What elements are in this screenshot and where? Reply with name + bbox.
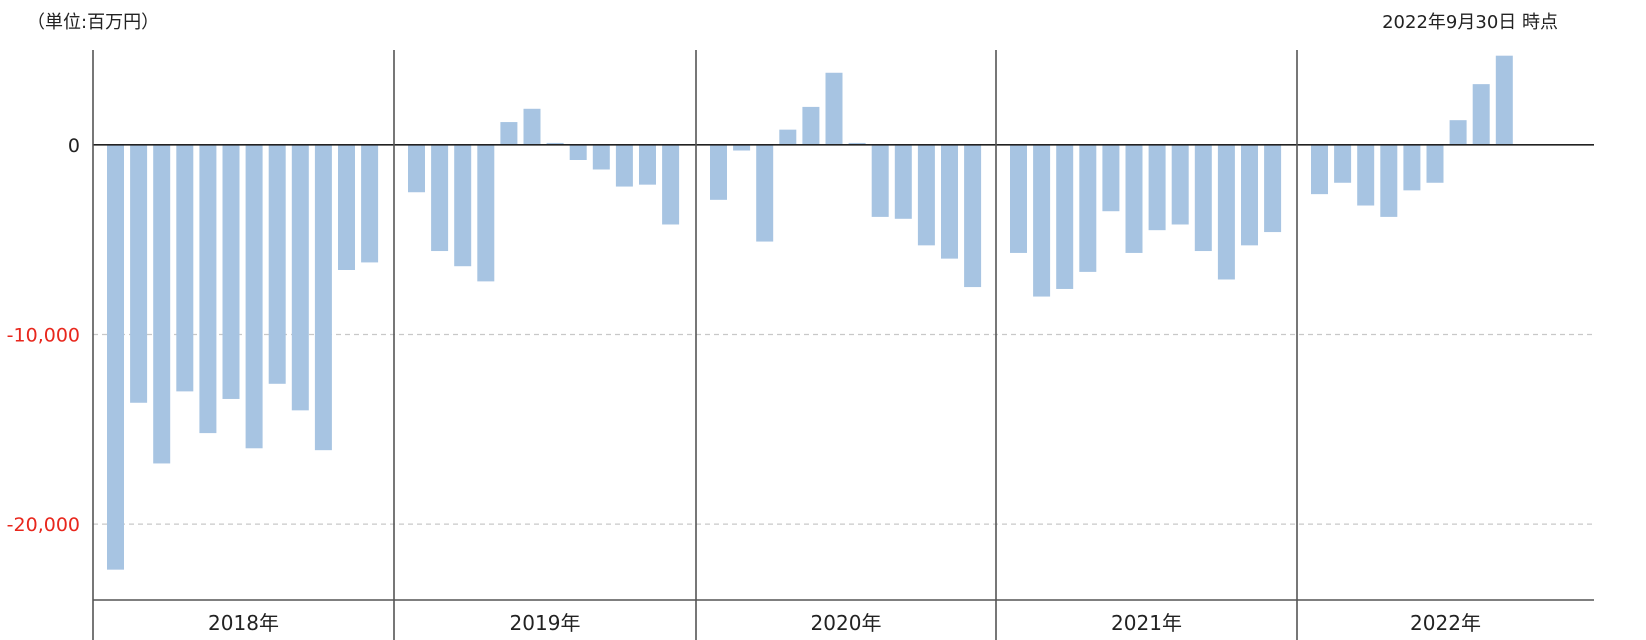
bar — [1171, 144, 1189, 225]
bar — [639, 144, 656, 185]
bar — [662, 144, 680, 225]
bar — [1241, 144, 1258, 246]
tick-labels: 0 -10,000 -20,000 2018年 2019年 2020年 2021年 2022年 — [7, 135, 1481, 635]
bar — [314, 144, 332, 451]
x-tick-label: 2022年 — [1410, 611, 1481, 635]
y-tick-label: 0 — [68, 135, 80, 157]
bar — [1056, 144, 1074, 289]
bar — [848, 142, 866, 145]
y-tick-label: -10,000 — [7, 324, 80, 346]
x-tick-label: 2018年 — [208, 611, 279, 635]
bar — [569, 144, 587, 160]
bar — [1217, 144, 1235, 280]
bar — [733, 144, 751, 151]
bar — [710, 144, 727, 200]
bar — [1148, 144, 1166, 231]
bar — [523, 108, 541, 145]
bar — [1010, 144, 1027, 253]
bar — [1194, 144, 1212, 252]
bar — [546, 142, 564, 145]
bar — [454, 144, 472, 267]
unit-label: （単位:百万円） — [27, 12, 160, 33]
bar — [1264, 144, 1282, 233]
bar — [779, 129, 797, 145]
bar — [130, 144, 148, 403]
bar — [592, 144, 610, 170]
bar — [1449, 120, 1467, 145]
bar — [222, 144, 240, 399]
bar — [917, 144, 935, 246]
bar — [802, 106, 820, 145]
x-tick-label: 2020年 — [811, 611, 882, 635]
bar — [871, 144, 889, 217]
bar — [964, 144, 982, 288]
bar — [338, 144, 355, 270]
bar — [1079, 144, 1097, 272]
x-tick-label: 2021年 — [1111, 611, 1182, 635]
bar — [615, 144, 633, 187]
bar — [1357, 144, 1375, 206]
bar — [1472, 84, 1490, 145]
bars — [107, 55, 1513, 570]
bar — [1403, 144, 1421, 191]
bar — [1334, 144, 1352, 183]
bar — [477, 144, 495, 282]
grid-lines — [93, 333, 1594, 525]
bar — [268, 144, 286, 384]
bar — [941, 144, 958, 259]
bar — [894, 144, 912, 219]
bar — [1033, 144, 1051, 297]
bar — [199, 144, 217, 434]
y-tick-label: -20,000 — [7, 514, 80, 536]
x-tick-label: 2019年 — [510, 611, 581, 635]
bar — [176, 144, 194, 392]
bar — [361, 144, 379, 263]
bar — [756, 144, 774, 242]
bar — [245, 144, 263, 449]
bar — [408, 144, 425, 193]
bar — [500, 122, 518, 145]
axes — [92, 50, 1594, 640]
bar — [1311, 144, 1328, 195]
bar — [1102, 144, 1120, 212]
bar — [291, 144, 309, 411]
bar — [1125, 144, 1143, 253]
bar — [1426, 144, 1444, 183]
bar — [1380, 144, 1398, 217]
bar — [107, 144, 124, 570]
bar — [1495, 55, 1513, 145]
as-of-date-label: 2022年9月30日 時点 — [1382, 12, 1558, 33]
bar — [825, 72, 843, 145]
bar — [153, 144, 171, 464]
bar — [431, 144, 449, 252]
